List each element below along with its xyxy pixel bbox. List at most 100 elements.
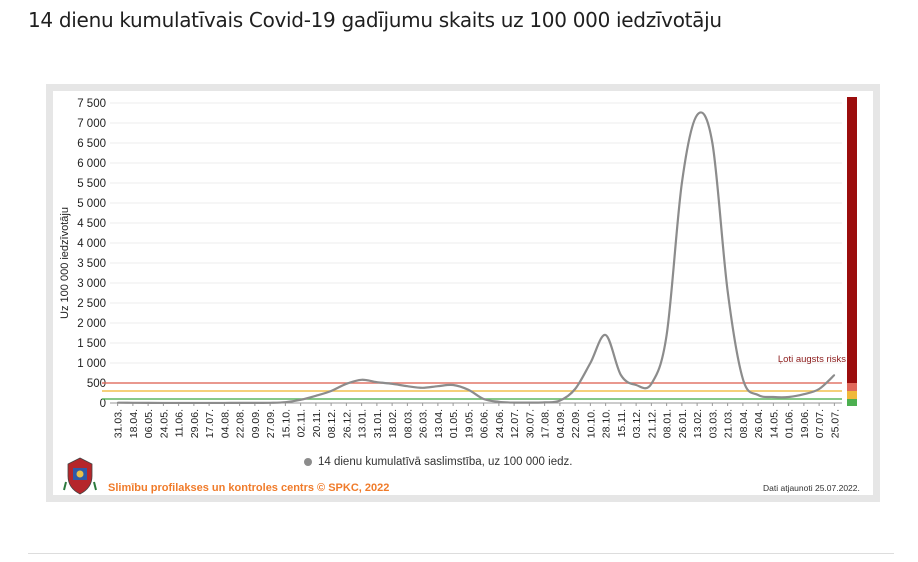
y-tick-label: 7 000 xyxy=(77,118,106,130)
x-tick-label: 25.07. xyxy=(829,409,841,438)
data-point xyxy=(543,401,546,404)
risk-bar-very-high xyxy=(847,97,857,383)
y-tick-label: 2 000 xyxy=(77,318,106,330)
data-point xyxy=(345,383,348,385)
risk-bar-low xyxy=(847,399,857,406)
data-point xyxy=(284,401,287,404)
x-tick-label: 17.07. xyxy=(204,409,216,438)
data-point xyxy=(177,402,180,404)
y-tick-label: 3 500 xyxy=(77,258,106,270)
y-tick-label: 3 000 xyxy=(77,278,106,290)
x-tick-label: 14.05. xyxy=(768,409,780,438)
y-tick-label: 5 500 xyxy=(77,178,106,190)
data-point xyxy=(208,402,210,404)
risk-bar-medium xyxy=(847,391,857,399)
data-point xyxy=(391,383,393,385)
x-tick-label: 24.05. xyxy=(158,409,170,438)
data-point xyxy=(742,378,744,380)
y-tick-label: 500 xyxy=(87,378,106,390)
x-tick-label: 15.11. xyxy=(616,409,628,437)
x-tick-label: 26.03. xyxy=(418,409,430,438)
data-point xyxy=(467,389,470,391)
data-point xyxy=(787,396,790,398)
x-tick-label: 17.08. xyxy=(540,409,552,438)
x-tick-label: 19.05. xyxy=(463,409,475,438)
chart-legend[interactable]: 14 dienu kumulatīvā saslimstība, uz 100 … xyxy=(304,456,572,468)
risk-annotation: Ļoti augsts risks xyxy=(778,354,846,365)
data-point xyxy=(650,383,653,385)
data-point xyxy=(452,384,454,386)
x-tick-label: 06.06. xyxy=(479,409,491,438)
divider xyxy=(28,553,894,554)
data-point xyxy=(726,290,729,292)
x-tick-label: 04.09. xyxy=(555,409,567,438)
x-tick-label: 22.08. xyxy=(235,409,247,438)
x-tick-label: 04.08. xyxy=(219,409,231,438)
data-point xyxy=(589,362,592,364)
x-tick-label: 28.10. xyxy=(601,409,613,438)
y-tick-label: 4 000 xyxy=(77,238,106,250)
x-tick-label: 18.04. xyxy=(128,409,140,438)
data-point xyxy=(330,390,332,392)
data-point xyxy=(269,402,271,404)
data-point xyxy=(635,384,637,386)
x-tick-label: 01.06. xyxy=(784,409,796,438)
footer-organization: Slimību profilakses un kontroles centrs … xyxy=(108,482,390,494)
data-point xyxy=(681,182,683,184)
data-point xyxy=(574,388,576,390)
data-point xyxy=(696,114,698,116)
x-tick-label: 06.05. xyxy=(143,409,155,438)
x-tick-label: 15.10. xyxy=(280,409,292,438)
data-point xyxy=(147,402,149,404)
x-tick-label: 02.11. xyxy=(296,409,308,437)
data-point xyxy=(376,381,378,384)
x-tick-label: 13.02. xyxy=(692,409,704,438)
x-tick-label: 31.01. xyxy=(372,409,384,438)
data-point xyxy=(132,402,134,404)
data-point xyxy=(498,401,500,403)
data-point xyxy=(482,398,485,400)
data-point xyxy=(665,334,668,336)
legend-marker xyxy=(304,458,312,466)
data-point xyxy=(559,399,561,402)
x-tick-label: 27.09. xyxy=(265,409,277,438)
chart-card-inner xyxy=(53,91,873,495)
x-tick-label: 03.03. xyxy=(707,409,719,438)
y-tick-label: 6 500 xyxy=(77,138,106,150)
legend-label: 14 dienu kumulatīvā saslimstība, uz 100 … xyxy=(318,456,573,468)
data-point xyxy=(528,401,531,404)
data-point xyxy=(803,393,805,396)
data-point xyxy=(193,402,195,404)
data-point xyxy=(360,379,363,381)
data-point xyxy=(818,388,820,390)
data-point xyxy=(757,394,759,396)
y-axis-title: Uz 100 000 iedzīvotāju xyxy=(59,207,71,319)
x-tick-label: 07.07. xyxy=(814,409,826,438)
data-point xyxy=(406,385,409,388)
data-point xyxy=(421,387,424,389)
x-tick-label: 08.01. xyxy=(662,409,674,438)
x-tick-label: 08.04. xyxy=(738,409,750,438)
y-tick-label: 5 000 xyxy=(77,198,106,210)
page-title: 14 dienu kumulatīvais Covid-19 gadījumu … xyxy=(28,8,722,32)
data-point xyxy=(437,385,439,388)
series-line xyxy=(117,111,836,405)
x-tick-label: 26.12. xyxy=(341,409,353,438)
x-tick-label: 01.05. xyxy=(448,409,460,438)
data-point xyxy=(116,401,119,404)
x-tick-label: 08.03. xyxy=(402,409,414,438)
logo-caption xyxy=(56,484,106,489)
x-tick-label: 18.02. xyxy=(387,409,399,438)
spkc-logo xyxy=(60,456,100,496)
x-tick-label: 26.01. xyxy=(677,409,689,438)
x-tick-label: 19.06. xyxy=(799,409,811,438)
data-point xyxy=(254,402,256,404)
data-point xyxy=(833,374,836,376)
x-tick-label: 21.12. xyxy=(646,409,658,438)
x-tick-label: 21.03. xyxy=(723,409,735,438)
x-tick-label: 11.06. xyxy=(174,409,186,437)
x-tick-label: 30.07. xyxy=(524,409,536,438)
x-tick-label: 12.07. xyxy=(509,409,521,438)
x-tick-label: 09.09. xyxy=(250,409,262,438)
